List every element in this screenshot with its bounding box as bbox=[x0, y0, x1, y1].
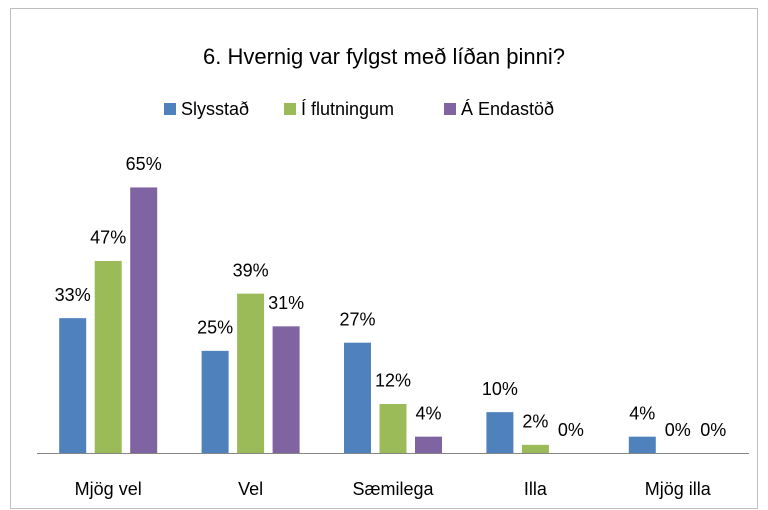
bar bbox=[521, 444, 549, 453]
legend-swatch bbox=[444, 103, 456, 115]
data-label: 27% bbox=[339, 309, 375, 329]
bar bbox=[344, 342, 371, 453]
data-label: 4% bbox=[415, 403, 441, 423]
x-tick-label: Illa bbox=[524, 479, 548, 499]
legend-label: Í flutningum bbox=[301, 99, 394, 119]
data-label: 39% bbox=[233, 260, 269, 280]
bar bbox=[628, 436, 656, 453]
data-label: 0% bbox=[665, 420, 691, 440]
legend-label: Á Endastöð bbox=[461, 99, 554, 119]
bar bbox=[201, 350, 229, 453]
bar bbox=[237, 293, 265, 453]
data-label: 47% bbox=[90, 228, 126, 248]
data-label: 10% bbox=[482, 379, 518, 399]
data-label: 31% bbox=[268, 293, 304, 313]
data-label: 65% bbox=[126, 154, 162, 174]
x-tick-label: Mjög vel bbox=[75, 479, 142, 499]
data-label: 0% bbox=[558, 420, 584, 440]
bar bbox=[130, 187, 158, 453]
legend-swatch bbox=[164, 103, 176, 115]
legend-swatch bbox=[284, 103, 296, 115]
bar bbox=[272, 326, 300, 453]
data-label: 25% bbox=[197, 318, 233, 338]
bar bbox=[59, 318, 87, 453]
data-label: 0% bbox=[700, 420, 726, 440]
data-label: 33% bbox=[55, 285, 91, 305]
data-label: 2% bbox=[522, 412, 548, 432]
legend-label: Slysstað bbox=[181, 99, 249, 119]
data-label: 12% bbox=[375, 371, 411, 391]
chart-title: 6. Hvernig var fylgst með líðan þinni? bbox=[203, 44, 565, 69]
x-tick-label: Mjög illa bbox=[645, 479, 712, 499]
bar bbox=[415, 436, 442, 453]
bar bbox=[486, 412, 514, 453]
data-label: 4% bbox=[629, 403, 655, 423]
bar bbox=[94, 260, 122, 453]
bar bbox=[379, 403, 407, 453]
x-tick-label: Vel bbox=[238, 479, 263, 499]
x-tick-label: Sæmilega bbox=[352, 479, 434, 499]
